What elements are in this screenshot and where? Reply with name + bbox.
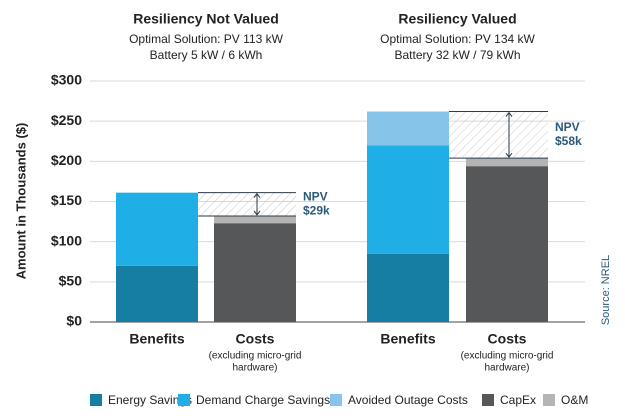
x-tick-label: Costs: [488, 331, 527, 347]
bar-segment: [367, 111, 449, 146]
legend-label: Energy Savings: [108, 393, 192, 407]
category-note: (excluding micro-grid: [209, 351, 302, 362]
legend-swatch: [178, 394, 190, 406]
npv-hatch: [449, 111, 548, 159]
legend-swatch: [330, 394, 342, 406]
y-tick-label: $200: [51, 152, 82, 168]
legend-swatch: [543, 394, 555, 406]
bar-segment: [367, 145, 449, 254]
npv-arrow: [253, 192, 261, 198]
x-tick-label: Benefits: [129, 331, 184, 347]
group-subtitle: Optimal Solution: PV 113 kW: [129, 32, 284, 46]
legend-swatch: [482, 394, 494, 406]
group-subtitle: Battery 32 kW / 79 kWh: [394, 48, 520, 62]
npv-value: $29k: [303, 203, 330, 217]
bar-segment: [466, 166, 548, 322]
y-tick-label: $50: [59, 273, 83, 289]
npv-label: NPV: [555, 120, 580, 134]
legend-label: CapEx: [500, 393, 536, 407]
x-tick-label: Costs: [236, 331, 275, 347]
npv-hatch: [198, 192, 296, 216]
category-note: hardware): [484, 363, 529, 374]
group-title: Resiliency Valued: [398, 11, 516, 27]
y-axis-label: Amount in Thousands ($): [13, 123, 28, 280]
bar-segment: [116, 265, 198, 322]
npv-value: $58k: [555, 134, 582, 148]
bar-segment: [116, 192, 198, 266]
legend-label: Demand Charge Savings: [196, 393, 330, 407]
group-subtitle: Battery 5 kW / 6 kWh: [150, 48, 263, 62]
group-title: Resiliency Not Valued: [133, 11, 279, 27]
source: Source: NREL: [600, 255, 612, 325]
y-tick-label: $300: [51, 72, 82, 88]
y-tick-label: $0: [66, 313, 82, 329]
legend-swatch: [90, 394, 102, 406]
category-note: hardware): [232, 363, 277, 374]
category-note: (excluding micro-grid: [461, 351, 554, 362]
y-tick-label: $150: [51, 192, 82, 208]
npv-arrow: [253, 210, 261, 216]
legend-label: O&M: [561, 393, 588, 407]
bar-segment: [214, 223, 296, 322]
npv-arrow: [505, 152, 513, 158]
x-tick-label: Benefits: [380, 331, 435, 347]
npv-label: NPV: [303, 189, 328, 203]
bar-segment: [367, 253, 449, 322]
bar-segment: [214, 215, 296, 224]
bar-segment: [466, 158, 548, 167]
npv-arrow: [505, 111, 513, 117]
y-tick-label: $250: [51, 112, 82, 128]
legend-label: Avoided Outage Costs: [348, 393, 468, 407]
group-subtitle: Optimal Solution: PV 134 kW: [380, 32, 535, 46]
y-tick-label: $100: [51, 232, 82, 248]
